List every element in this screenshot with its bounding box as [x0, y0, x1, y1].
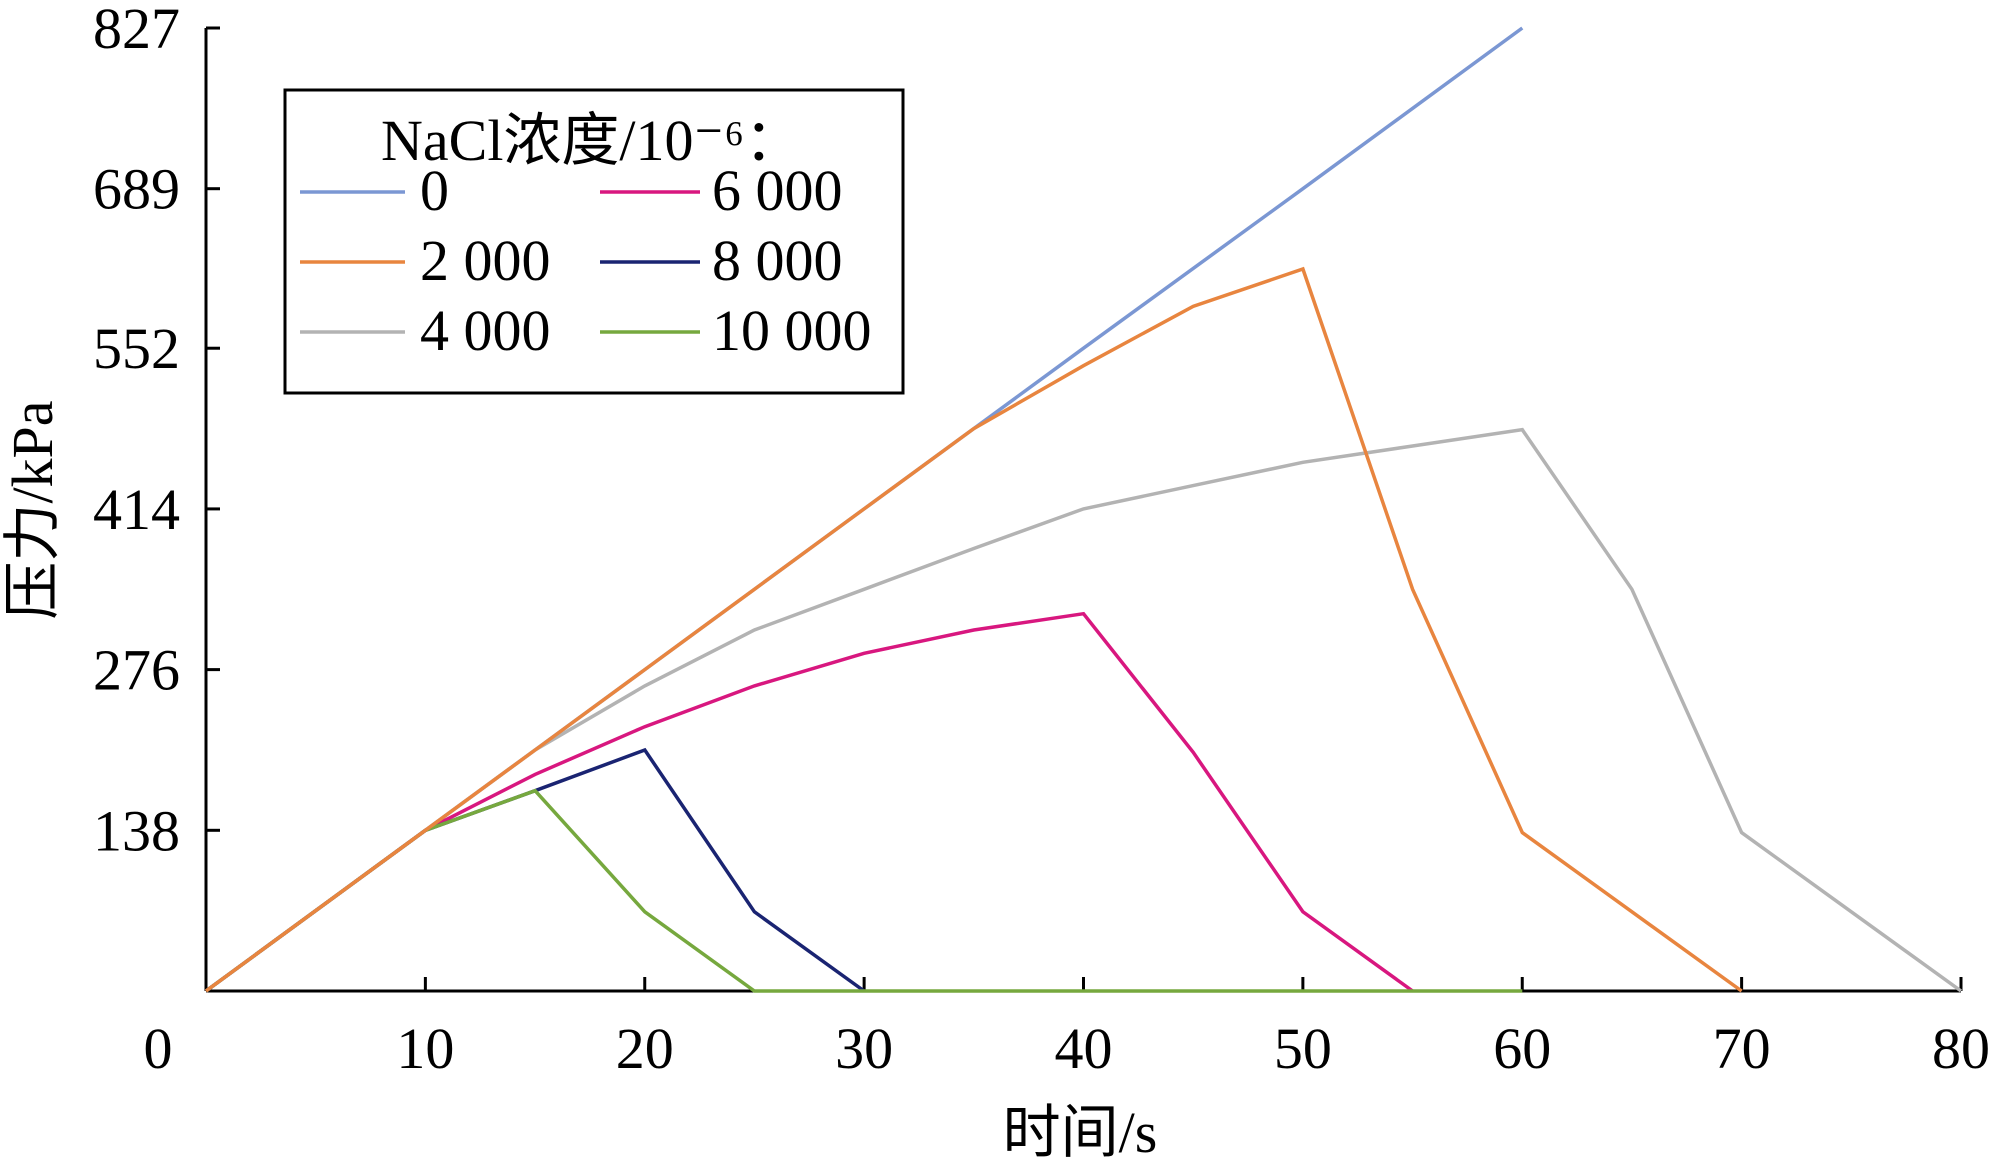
x-tick-label: 80: [1932, 1016, 1990, 1081]
series-line-4000: [204, 427, 1963, 993]
axis-ticks: 0 10 20 30 40 50 60 70 80 138 276 414 552 689 827: [93, 0, 1990, 1081]
y-tick-label: 276: [93, 638, 180, 703]
legend-label: 0: [420, 158, 449, 223]
legend-label: 6 000: [712, 158, 843, 223]
y-tick-label: 552: [93, 316, 180, 381]
legend-box: [283, 88, 905, 395]
x-tick-label: 50: [1274, 1016, 1332, 1081]
legend-label: 8 000: [712, 228, 843, 293]
x-tick-label: 70: [1713, 1016, 1771, 1081]
y-tick-label: 689: [93, 157, 180, 222]
y-axis-title: 压力/kPa: [0, 400, 65, 619]
x-tick-label: 30: [835, 1016, 893, 1081]
x-tick-label: 60: [1493, 1016, 1551, 1081]
series-line-2000: [204, 266, 1743, 993]
series-line-10000: [204, 788, 1523, 993]
x-tick-label: 0: [144, 1016, 173, 1081]
x-tick-label: 10: [396, 1016, 454, 1081]
legend-label: 2 000: [420, 228, 551, 293]
series-line-8000: [204, 747, 866, 993]
series-lines: [204, 26, 1963, 993]
x-tick-label: 20: [616, 1016, 674, 1081]
legend-label: 4 000: [420, 298, 551, 363]
y-tick-label: 827: [93, 0, 180, 61]
legend-label: 10 000: [712, 298, 872, 363]
x-tick-label: 40: [1055, 1016, 1113, 1081]
series-line-6000: [204, 611, 1414, 993]
legend-title: NaCl浓度/10⁻⁶：: [381, 108, 802, 173]
y-tick-label: 414: [93, 477, 180, 542]
x-axis-title: 时间/s: [1003, 1100, 1158, 1165]
y-tick-label: 138: [93, 798, 180, 863]
